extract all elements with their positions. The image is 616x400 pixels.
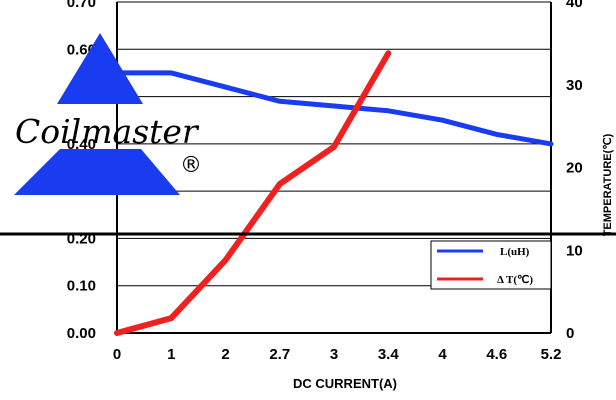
y-tick-label: 0.10 xyxy=(67,278,96,295)
y2-tick-label: 0 xyxy=(566,325,574,342)
logo-upper-triangle xyxy=(57,33,143,104)
legend: L(uH) Δ T(℃) xyxy=(430,240,552,290)
y-tick-label: 0.40 xyxy=(67,136,96,153)
coilmaster-logo: Coilmaster ® xyxy=(14,33,202,195)
series-layer xyxy=(114,50,554,336)
logo-wordmark: Coilmaster xyxy=(15,112,200,151)
grid-lines xyxy=(117,1,551,287)
x-tick-label: 3.4 xyxy=(378,346,400,363)
x-tick-label: 5.2 xyxy=(541,346,562,363)
y2-tick-label: 30 xyxy=(566,77,583,94)
x-tick-label: 4 xyxy=(438,346,447,363)
series-line-temperature xyxy=(114,50,392,336)
x-tick-label: 1 xyxy=(167,346,175,363)
x-tick-label: 4.6 xyxy=(486,346,507,363)
x-tick-labels: 0 1 2 2.7 3 3.4 4 4.6 5.2 xyxy=(113,346,562,363)
y2-tick-labels: 0 10 20 30 40 xyxy=(566,0,583,342)
x-tick-label: 2.7 xyxy=(269,346,290,363)
registered-mark: ® xyxy=(180,153,202,178)
logo-lower-trapezoid xyxy=(14,149,180,195)
y2-tick-label: 10 xyxy=(566,242,583,259)
x-tick-label: 3 xyxy=(330,346,338,363)
y2-tick-label: 20 xyxy=(566,160,583,177)
legend-label-l: L(uH) xyxy=(500,246,530,258)
x-axis-title: DC CURRENT(A) xyxy=(293,376,397,391)
x-tick-label: 2 xyxy=(221,346,229,363)
y2-axis-title: TEMPERATURE(℃) xyxy=(602,133,614,236)
y2-tick-label: 40 xyxy=(566,0,583,11)
series-line-inductance xyxy=(114,70,554,147)
legend-box xyxy=(430,240,552,290)
y-tick-label: 0.70 xyxy=(67,0,96,11)
y-tick-label: 0.00 xyxy=(67,325,96,342)
x-tick-label: 0 xyxy=(113,346,121,363)
legend-label-dt: Δ T(℃) xyxy=(497,274,533,286)
